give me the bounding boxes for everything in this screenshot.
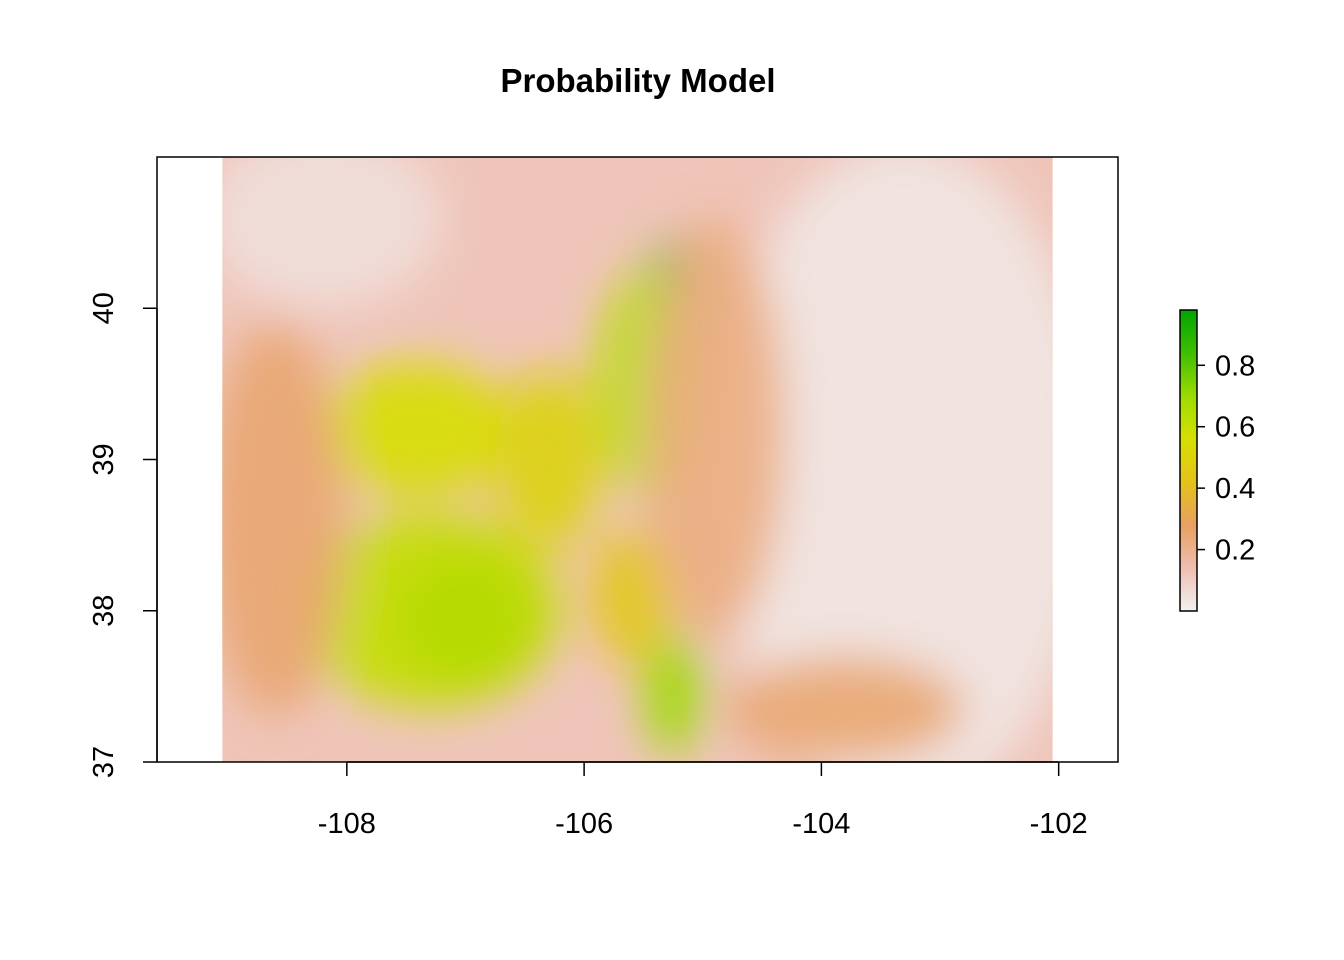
raster-region-west-elk: [323, 361, 513, 498]
chart-title: Probability Model: [500, 62, 775, 99]
raster-region-southeast-foothills: [726, 656, 964, 762]
x-axis: -108 -106 -104 -102: [318, 761, 1088, 840]
colorbar-tick-label: 0.8: [1215, 350, 1255, 382]
y-axis: 37 38 39 40: [88, 292, 158, 778]
colorbar-bar: [1179, 309, 1198, 612]
x-tick-label: -104: [792, 808, 850, 840]
colorbar-legend: 0.2 0.4 0.6 0.8: [1179, 309, 1255, 612]
colorbar-tick-label: 0.6: [1215, 412, 1255, 444]
probability-raster: [222, 157, 1053, 762]
x-tick-label: -102: [1030, 808, 1088, 840]
y-tick-label: 40: [88, 292, 120, 324]
colorbar-tick-label: 0.4: [1215, 473, 1255, 505]
colorbar-tick-label: 0.2: [1215, 535, 1255, 567]
colorbar-ticks: 0.2 0.4 0.6 0.8: [1197, 350, 1255, 567]
x-tick-label: -106: [555, 808, 613, 840]
raster-region-plains-east: [714, 157, 1053, 762]
raster-region-northwest-plateau: [222, 157, 442, 309]
raster-region-wet-mountains: [590, 527, 674, 664]
raster-region-sangre-de-cristo: [643, 633, 703, 755]
raster-region-mid-elevation-band: [643, 217, 786, 641]
y-tick-label: 37: [88, 746, 120, 778]
raster-regions: [222, 157, 1053, 762]
raster-region-western-slope: [222, 323, 347, 717]
y-tick-label: 38: [88, 595, 120, 627]
raster-region-san-juan-outer: [299, 512, 561, 710]
x-tick-label: -108: [318, 808, 376, 840]
y-tick-label: 39: [88, 443, 120, 475]
raster-region-sawatch: [495, 368, 602, 551]
